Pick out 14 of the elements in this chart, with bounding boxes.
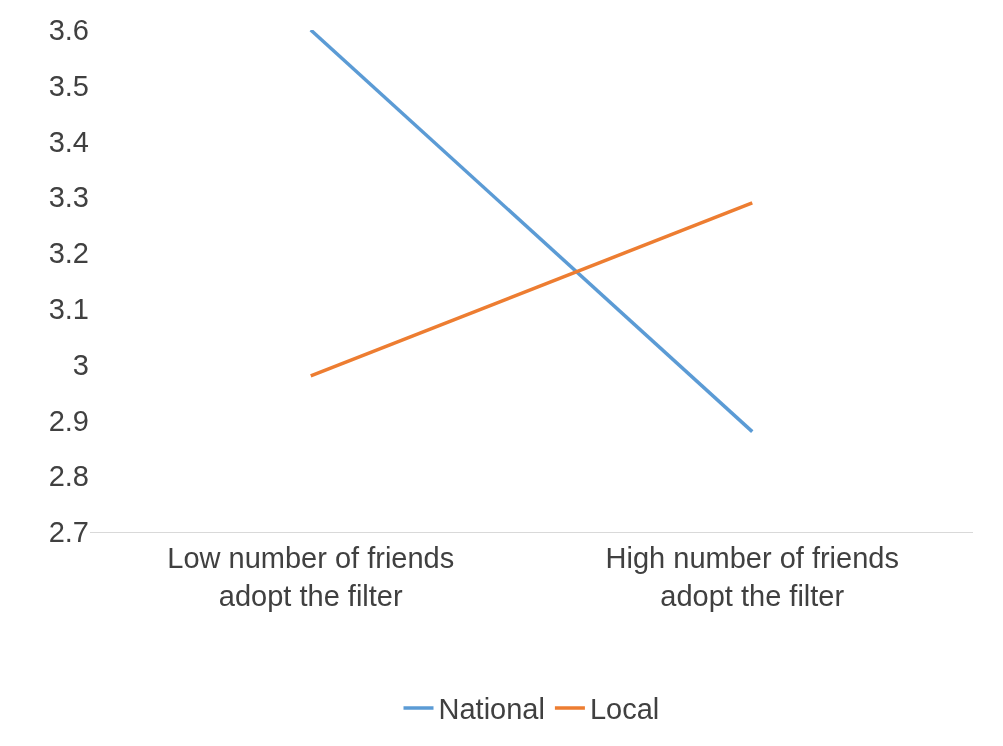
y-tick-label: 3.4	[48, 125, 89, 158]
y-tick-label: 3.6	[48, 14, 89, 47]
y-tick-label: 2.8	[48, 460, 89, 493]
y-tick-label: 3.2	[48, 237, 89, 270]
legend-label: National	[438, 693, 545, 726]
x-tick-label: Low number of friends adopt the filter	[167, 541, 455, 612]
y-tick-label: 3.1	[48, 293, 89, 326]
y-tick-label: 3.3	[48, 181, 89, 214]
y-tick-label: 2.9	[48, 404, 89, 437]
x-tick-label: High number of friends adopt the filter	[605, 541, 899, 612]
y-tick-label: 2.7	[48, 516, 89, 549]
y-tick-label: 3.5	[48, 69, 89, 102]
y-tick-label: 3	[72, 348, 89, 381]
legend-label: Local	[589, 693, 660, 726]
